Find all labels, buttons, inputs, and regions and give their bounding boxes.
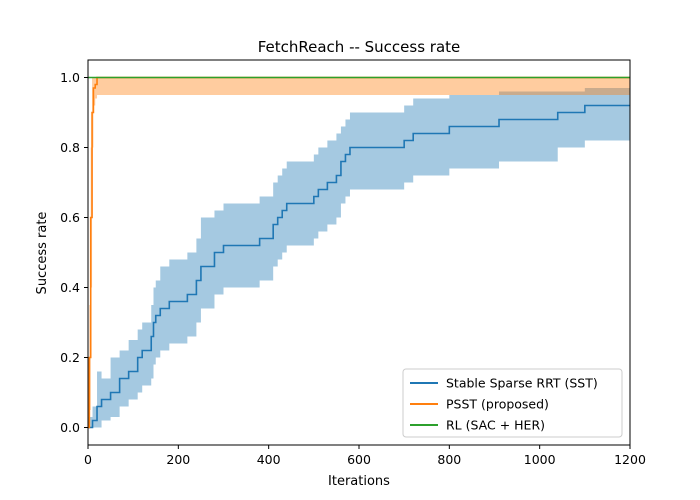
x-tick-label: 800 [437, 452, 461, 467]
y-tick-label: 0.2 [60, 350, 80, 365]
y-tick-label: 0.8 [60, 140, 80, 155]
legend-label-stable-sparse-rrt-sst: Stable Sparse RRT (SST) [446, 376, 598, 391]
legend-label-rl-sac-her: RL (SAC + HER) [446, 418, 545, 433]
chart-title: FetchReach -- Success rate [258, 38, 461, 56]
y-axis-label: Success rate [35, 212, 50, 295]
y-tick-label: 0.4 [60, 280, 80, 295]
legend: Stable Sparse RRT (SST) PSST (proposed) RL… [402, 368, 623, 438]
line-stable-sparse-rrt-sst [88, 104, 630, 429]
line-psst-proposed [88, 76, 630, 429]
y-tick-label: 0.6 [60, 210, 80, 225]
x-tick-label: 1000 [524, 452, 556, 467]
y-tick-label: 0.0 [60, 420, 80, 435]
legend-label-psst-proposed: PSST (proposed) [446, 397, 549, 412]
x-tick-label: 1200 [614, 452, 646, 467]
x-tick-label: 0 [84, 452, 92, 467]
x-tick-label: 400 [257, 452, 281, 467]
series-layer [88, 76, 630, 429]
y-tick-label: 1.0 [60, 70, 80, 85]
x-tick-label: 600 [347, 452, 371, 467]
plot-area: 0 200 400 600 800 1000 1200 0.0 0.2 0.4 0.6 0.8 1.0 S… [60, 59, 646, 467]
band-stable-sparse-rrt-sst [88, 88, 630, 428]
x-axis-label: Iterations [328, 474, 390, 489]
x-tick-label: 200 [166, 452, 190, 467]
legend-box [402, 368, 623, 438]
